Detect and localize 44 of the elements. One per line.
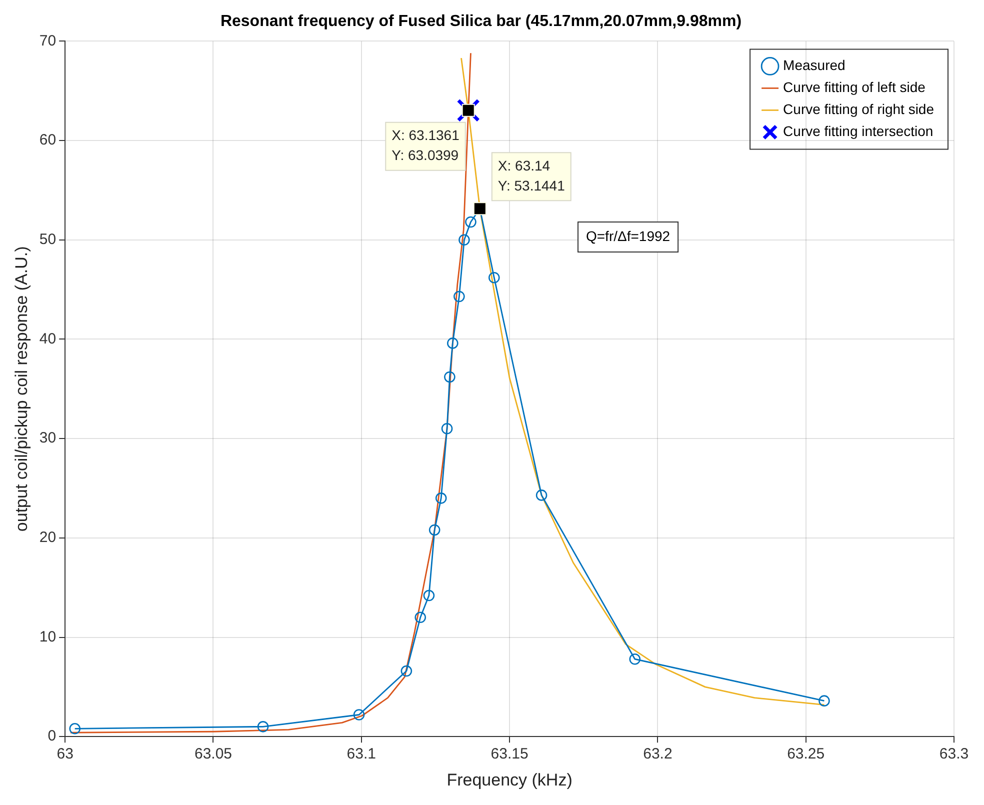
- chart-title: Resonant frequency of Fused Silica bar (45.17mm,20.07mm,9.98mm): [220, 13, 742, 30]
- point: [257, 721, 269, 732]
- point: [447, 338, 458, 349]
- point: [414, 612, 426, 624]
- x-tick-label: 63.3: [939, 746, 969, 763]
- legend-label: Measured: [783, 57, 846, 74]
- x-axis-title: Frequency (kHz): [446, 770, 572, 790]
- point: [444, 371, 456, 383]
- point: [441, 422, 453, 434]
- y-tick-label: 20: [39, 529, 56, 546]
- point: [536, 490, 548, 501]
- y-tick-label: 40: [39, 330, 56, 348]
- legend-label: Curve fitting intersection: [783, 123, 934, 140]
- point: [488, 272, 500, 284]
- y-tick-label: 10: [39, 628, 56, 646]
- point: [428, 524, 440, 536]
- annotation: Q=fr/Δf=1992: [586, 228, 670, 244]
- y-tick-label: 70: [39, 32, 56, 50]
- y-tick-label: 50: [39, 231, 56, 248]
- annotation: X: 63.1361 Y: 63.0399: [392, 127, 460, 164]
- y-axis-title: output coil/pickup coil response (A.U.): [12, 246, 31, 532]
- point: [456, 98, 480, 122]
- point: [454, 290, 465, 302]
- x-tick-label: 63.15: [490, 746, 528, 763]
- legend-label: Curve fitting of right side: [783, 101, 934, 118]
- y-tick-label: 30: [39, 430, 56, 447]
- point: [400, 665, 412, 677]
- point: [465, 216, 476, 228]
- point: [435, 492, 447, 504]
- legend-label: Curve fitting of left side: [783, 79, 926, 96]
- point: [69, 723, 81, 734]
- point: [458, 234, 470, 246]
- point: [353, 709, 365, 720]
- x-tick-label: 63: [56, 746, 74, 763]
- annotation: X: 63.14 Y: 53.1441: [498, 158, 566, 194]
- point: [629, 653, 641, 665]
- y-tick-label: 60: [39, 132, 56, 149]
- x-tick-label: 63.05: [194, 746, 232, 763]
- point: [818, 695, 830, 706]
- x-tick-label: 63.2: [643, 746, 672, 763]
- x-tick-label: 63.25: [787, 746, 825, 763]
- x-tick-label: 63.1: [346, 746, 376, 763]
- point: [423, 590, 435, 602]
- y-tick-label: 0: [48, 728, 56, 745]
